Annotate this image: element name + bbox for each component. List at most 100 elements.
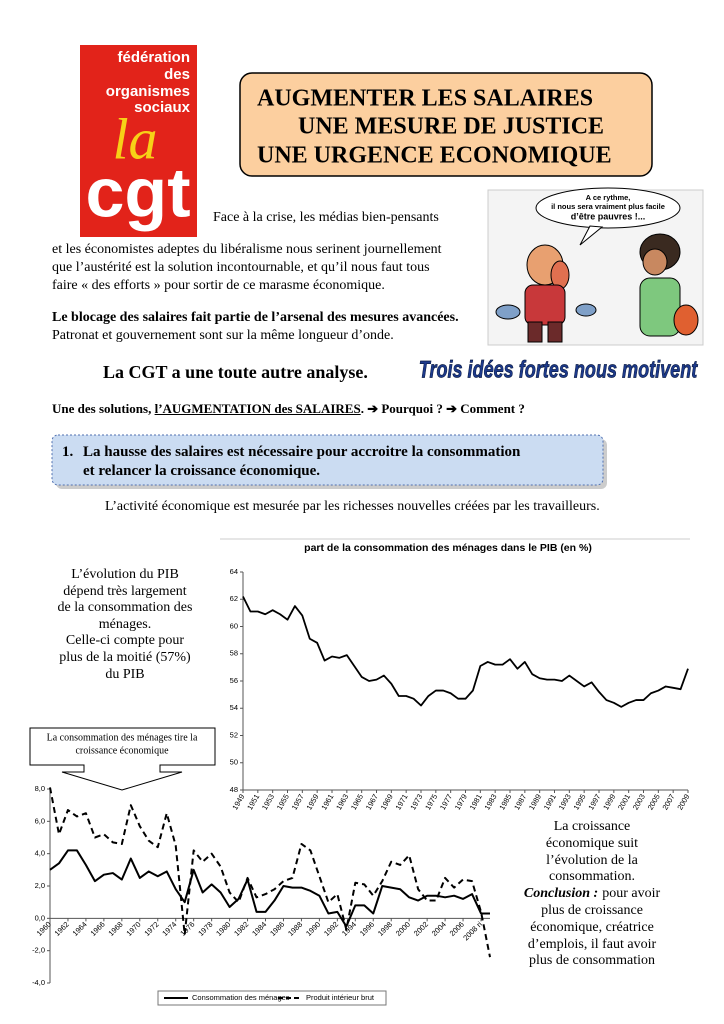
y-tick-label: 64	[230, 567, 238, 576]
legend-box	[157, 990, 387, 1006]
conclusion-line: plus de croissance	[541, 902, 643, 918]
x-tick-label: 1966	[89, 920, 107, 938]
x-tick-label: 1982	[232, 920, 250, 938]
y-tick-label: 52	[230, 730, 238, 739]
x-tick-label: 1999	[601, 792, 617, 811]
empty-pocket	[495, 304, 521, 320]
speech-line: A ce rythme,	[586, 193, 631, 202]
solutions-emphasis: l’AUGMENTATION des SALAIRES	[154, 401, 361, 416]
man-body	[524, 284, 566, 326]
y-tick-label: 50	[230, 758, 238, 767]
callout-line: La consommation des ménages tire la	[47, 732, 198, 743]
chart-title: part de la consommation des ménages dans…	[304, 542, 592, 554]
x-tick-label: 1972	[142, 920, 160, 938]
logo-line: fédération	[117, 49, 190, 66]
x-tick-label: 1970	[124, 920, 142, 938]
x-tick-label: 1978	[196, 920, 214, 938]
y-tick-label: -4,0	[32, 978, 45, 987]
conclusion: La croissance économique suit l’évolutio…	[524, 819, 660, 970]
x-tick-label: 1980	[214, 920, 232, 938]
y-tick-label: 2,0	[35, 881, 45, 890]
woman-dress	[639, 277, 681, 337]
analysis: La CGT a une toute autre analyse.	[103, 362, 368, 382]
y-tick-label: 8,0	[35, 784, 45, 793]
intro-line: et les économistes adeptes du libéralism…	[52, 242, 442, 257]
conclusion-line: plus de consommation	[529, 953, 655, 969]
y-tick-label: 6,0	[35, 816, 45, 825]
x-tick-label: 1995	[571, 792, 587, 811]
solutions-prefix: Une des solutions,	[52, 401, 155, 416]
x-tick-label: 1998	[376, 920, 394, 938]
data-line	[242, 596, 689, 708]
y-tick-label: 4,0	[35, 849, 45, 858]
intro-line: que l’austérité est la solution incontou…	[52, 260, 430, 275]
y-tick-label: 54	[230, 703, 238, 712]
legend-label: Consommation des ménages	[192, 993, 290, 1002]
activity: L’activité économique est mesurée par le…	[105, 499, 600, 514]
x-tick-label: 1990	[304, 920, 322, 938]
section-line: et relancer la croissance économique.	[83, 463, 321, 479]
title-box	[239, 72, 653, 177]
empty-pocket	[575, 303, 597, 317]
speech-line: d’être pauvres !...	[571, 211, 646, 221]
conclusion-line: économique, créatrice	[530, 919, 654, 935]
blocking-bold: Le blocage des salaires fait partie de l…	[52, 310, 459, 325]
pib-note-line: dépend très largement	[63, 583, 187, 599]
section-box	[51, 434, 604, 486]
x-tick-label: 2005	[646, 792, 662, 811]
x-tick-label: 1974	[160, 920, 178, 938]
x-tick-label: 1992	[322, 920, 340, 938]
x-tick-label: 1968	[106, 920, 124, 938]
y-tick-label: 56	[230, 676, 238, 685]
title-line: UNE MESURE DE JUSTICE	[298, 114, 604, 140]
pib-note-line: Celle-ci compte pour	[65, 633, 185, 649]
speech-bubble	[535, 187, 681, 229]
x-tick-label: 1988	[286, 920, 304, 938]
x-tick-label: 1997	[586, 792, 602, 811]
x-tick-label: 2007	[660, 792, 676, 811]
logo-background	[80, 45, 197, 237]
pib-note-line: plus de la moitié (57%)	[59, 649, 191, 665]
blocking-normal: Patronat et gouvernement sont sur la mêm…	[52, 328, 394, 343]
conclusion-line: consommation.	[549, 869, 635, 885]
motto: Trois idées fortes nous motivent	[419, 356, 698, 383]
section-line: La hausse des salaires est nécessaire po…	[83, 444, 521, 460]
legend-label: Produit intérieur brut	[306, 993, 375, 1002]
speech-text: A ce rythme, il nous sera vraiment plus …	[551, 193, 665, 221]
conclusion-text: pour avoir	[602, 886, 661, 902]
pib-note-line: ménages.	[98, 616, 152, 632]
speech-tail	[579, 225, 604, 246]
solutions-suffix: . ➔ Pourquoi ? ➔ Comment ?	[360, 401, 525, 416]
x-tick-label: 2008 ri	[461, 920, 484, 943]
pib-note: L’évolution du PIB dépend très largement…	[58, 567, 193, 683]
x-tick-label: 1991	[542, 792, 558, 811]
speech-line: il nous sera vraiment plus facile	[551, 202, 665, 211]
consumption-share-chart: part de la consommation des ménages dans…	[220, 538, 691, 811]
x-tick-label: 1987	[512, 792, 528, 811]
pib-note-line: de la consommation des	[57, 600, 193, 616]
man-leg	[547, 321, 563, 343]
x-tick-label: 2003	[631, 792, 647, 811]
conclusion-line: Conclusion : pour avoir	[524, 886, 660, 903]
x-tick-label: 1984	[250, 920, 268, 938]
logo-line: des	[164, 66, 190, 83]
y-tick-label: 62	[230, 594, 238, 603]
woman-bag	[673, 304, 699, 336]
title-line: AUGMENTER LES SALAIRES	[257, 86, 593, 112]
cartoon: A ce rythme, il nous sera vraiment plus …	[487, 187, 704, 346]
title-line: UNE URGENCE ECONOMIQUE	[257, 143, 612, 169]
logo-la: la	[112, 106, 157, 171]
y-tick-label: 48	[230, 785, 238, 794]
x-tick-label: 1964	[71, 920, 89, 938]
conclusion-line: économique suit	[545, 835, 639, 851]
callout-line: croissance économique	[75, 745, 169, 756]
conclusion-label: Conclusion :	[523, 886, 599, 902]
y-tick-label: -2,0	[32, 946, 45, 955]
pib-note-line: L’évolution du PIB	[71, 567, 179, 582]
conclusion-line: La croissance	[553, 819, 631, 834]
intro-line: faire « des efforts » pour sortir de ce …	[52, 278, 385, 293]
man-leg	[527, 321, 543, 343]
x-tick-label: 2000	[394, 920, 412, 938]
